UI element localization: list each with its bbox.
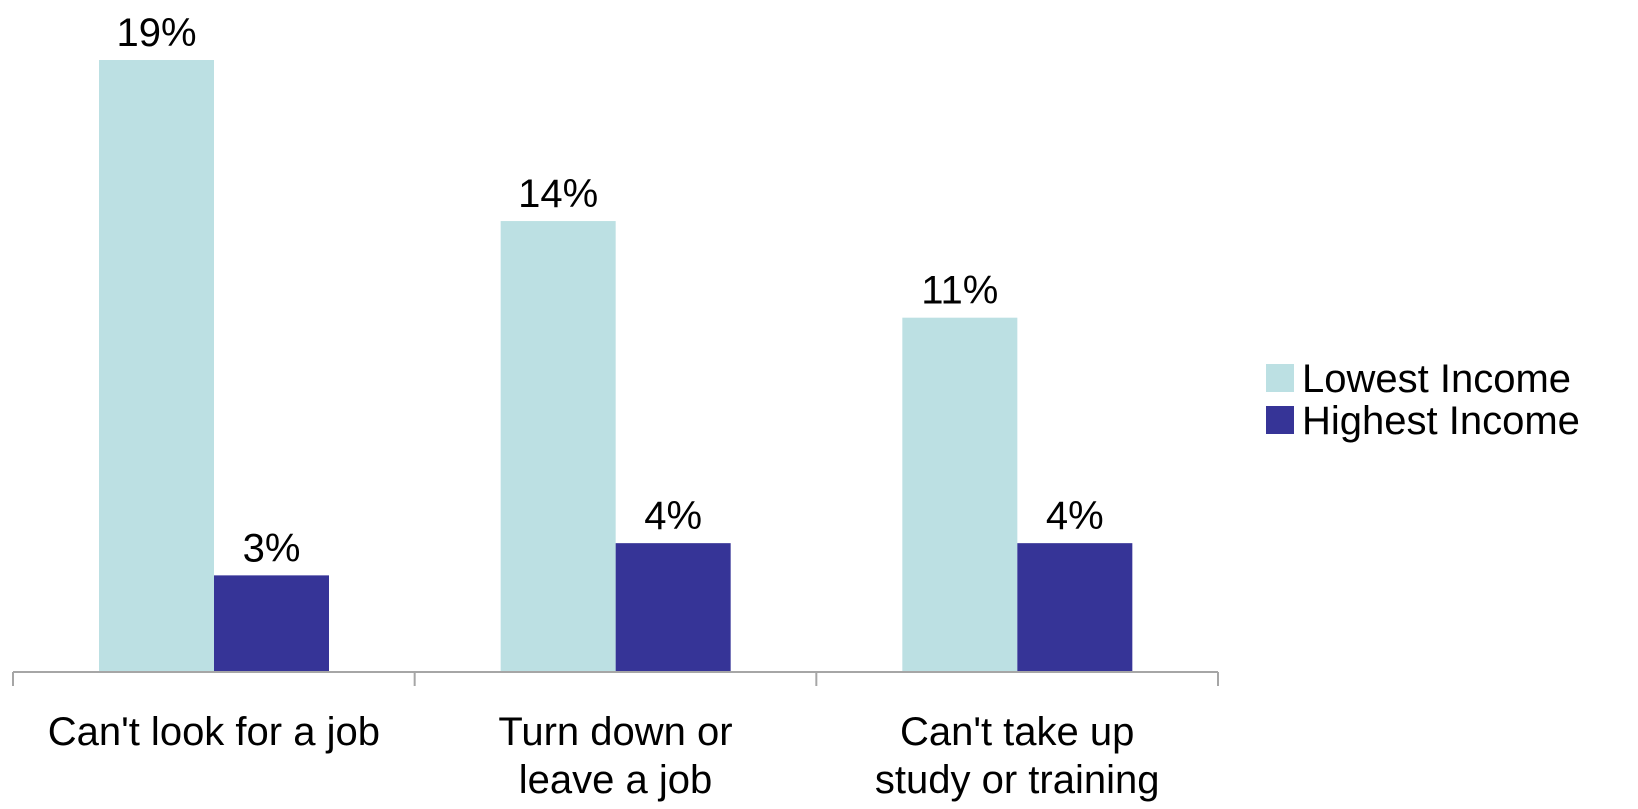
category-label-line: Can't look for a job <box>48 710 380 754</box>
bars-group <box>99 60 1133 673</box>
bar-lowest-2 <box>500 221 616 673</box>
bar-highest-3 <box>1017 543 1133 672</box>
category-label-line: Can't take up <box>900 710 1134 754</box>
bar-highest-2 <box>615 543 731 672</box>
bar-lowest-3 <box>902 317 1018 672</box>
x-axis <box>12 671 1219 686</box>
data-label-highest-3: 4% <box>1046 494 1104 538</box>
legend-swatch-highest <box>1266 406 1294 434</box>
bar-highest-1 <box>214 575 329 672</box>
bar-lowest-1 <box>99 60 214 672</box>
legend-swatch-lowest <box>1266 364 1294 392</box>
category-label-1: Can't look for a job <box>48 710 380 754</box>
data-label-highest-2: 4% <box>644 494 702 538</box>
category-labels-group: Can't look for a job Turn down or leave a … <box>48 710 1160 802</box>
bar-labels-group: 19% 3% 14% 4% 11% 4% <box>116 11 1103 570</box>
data-label-lowest-1: 19% <box>116 11 196 55</box>
legend-label-lowest: Lowest Income <box>1302 357 1571 401</box>
category-label-line: Turn down or <box>498 710 732 754</box>
data-label-lowest-2: 14% <box>518 172 598 216</box>
category-label-2: Turn down or leave a job <box>498 710 732 802</box>
category-label-line: study or training <box>875 758 1160 802</box>
category-label-3: Can't take up study or training <box>875 710 1160 802</box>
data-label-lowest-3: 11% <box>921 269 998 313</box>
legend-label-highest: Highest Income <box>1302 399 1580 443</box>
category-label-line: leave a job <box>519 758 712 802</box>
data-label-highest-1: 3% <box>243 526 301 570</box>
